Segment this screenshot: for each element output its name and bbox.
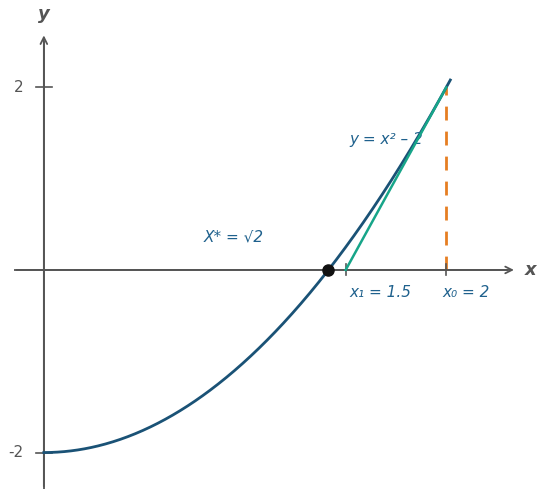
Text: y = x² – 2: y = x² – 2 <box>350 132 423 147</box>
Text: -2: -2 <box>9 445 24 460</box>
Text: y: y <box>38 5 50 23</box>
Text: x₀ = 2: x₀ = 2 <box>442 286 489 301</box>
Text: x₁ = 1.5: x₁ = 1.5 <box>350 286 412 301</box>
Text: x: x <box>525 261 537 279</box>
Text: 2: 2 <box>14 80 24 95</box>
Text: X* = √2: X* = √2 <box>204 229 264 245</box>
